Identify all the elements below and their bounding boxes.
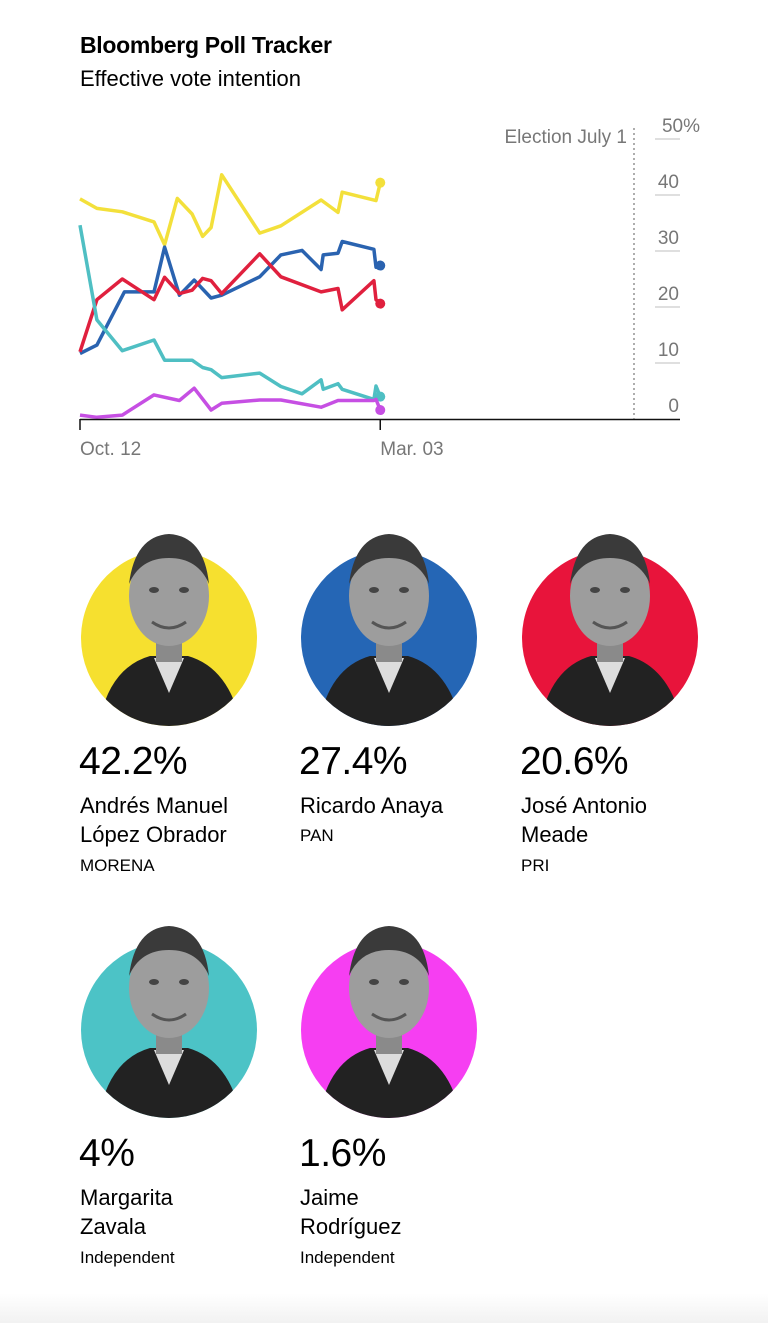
series-line-2	[78, 252, 382, 353]
x-tick-label: Mar. 03	[380, 439, 443, 460]
candidate-vote-share: 20.6%	[520, 740, 629, 783]
candidate-card: 4% Margarita Zavala Independent	[79, 910, 295, 1270]
candidate-name-line2: Rodríguez	[300, 1214, 402, 1239]
series-end-marker-1	[375, 260, 386, 271]
candidate-card: 1.6% Jaime Rodríguez Independent	[299, 910, 515, 1270]
candidate-head	[349, 546, 429, 646]
y-tick-label: 10	[658, 340, 679, 361]
candidate-photo	[81, 534, 257, 726]
y-tick-label: 20	[658, 284, 679, 305]
candidate-head	[349, 938, 429, 1038]
candidate-body	[98, 656, 242, 726]
candidate-photo	[522, 534, 698, 726]
candidate-collar	[374, 658, 404, 693]
candidate-collar	[154, 1050, 184, 1085]
candidate-head	[570, 546, 650, 646]
candidate-party: MORENA	[80, 856, 155, 875]
candidate-party: PAN	[300, 826, 334, 845]
candidate-vote-share: 27.4%	[299, 740, 408, 783]
series-line-3	[78, 224, 382, 402]
series-line-1	[79, 239, 381, 356]
poll-line-chart: Election July 1 Oct. 12 Mar. 03 0 10 20 30 40…	[78, 116, 700, 460]
candidate-head	[129, 546, 209, 646]
candidate-party: Independent	[300, 1248, 395, 1267]
candidate-card: 27.4% Ricardo Anaya PAN	[299, 518, 515, 878]
candidate-collar	[154, 658, 184, 693]
candidate-name-line2: López Obrador	[80, 822, 227, 847]
candidate-head	[129, 938, 209, 1038]
candidate-body	[318, 1048, 462, 1118]
candidate-photo	[81, 926, 257, 1118]
y-tick-label: 50%	[662, 116, 700, 137]
candidate-name-line1: Jaime	[300, 1185, 359, 1210]
candidate-photo	[301, 534, 477, 726]
x-tick-label: Oct. 12	[80, 439, 141, 460]
election-label: Election July 1	[504, 127, 627, 148]
y-tick-label: 30	[658, 228, 679, 249]
candidate-body	[539, 656, 683, 726]
series-end-marker-2	[375, 298, 386, 309]
series-end-marker-4	[375, 405, 386, 416]
candidate-name-line1: Ricardo Anaya	[300, 793, 444, 818]
candidate-photo	[301, 926, 477, 1118]
series-end-marker-0	[375, 177, 386, 188]
candidate-collar	[374, 1050, 404, 1085]
candidate-vote-share: 1.6%	[299, 1132, 386, 1175]
candidate-card: 20.6% José Antonio Meade PRI	[520, 518, 736, 878]
chart-subtitle: Effective vote intention	[80, 66, 301, 91]
candidate-name-line1: Andrés Manuel	[80, 793, 228, 818]
candidate-name-line2: Zavala	[80, 1214, 147, 1239]
candidate-vote-share: 42.2%	[79, 740, 188, 783]
chart-title: Bloomberg Poll Tracker	[80, 32, 332, 58]
candidate-party: PRI	[521, 856, 550, 875]
candidate-vote-share: 4%	[79, 1132, 135, 1175]
candidate-body	[98, 1048, 242, 1118]
candidate-body	[318, 656, 462, 726]
candidate-card: 42.2% Andrés Manuel López Obrador MORENA	[79, 518, 295, 878]
candidate-name-line2: Meade	[521, 822, 589, 847]
candidate-party: Independent	[80, 1248, 175, 1267]
candidate-name-line1: Margarita	[80, 1185, 173, 1210]
candidate-name-line1: José Antonio	[521, 793, 647, 818]
series-line-0	[79, 173, 383, 247]
y-tick-label: 0	[668, 396, 679, 417]
series-line-4	[79, 386, 382, 420]
candidate-collar	[595, 658, 625, 693]
footer-fade	[0, 1293, 768, 1323]
y-tick-label: 40	[658, 172, 679, 193]
